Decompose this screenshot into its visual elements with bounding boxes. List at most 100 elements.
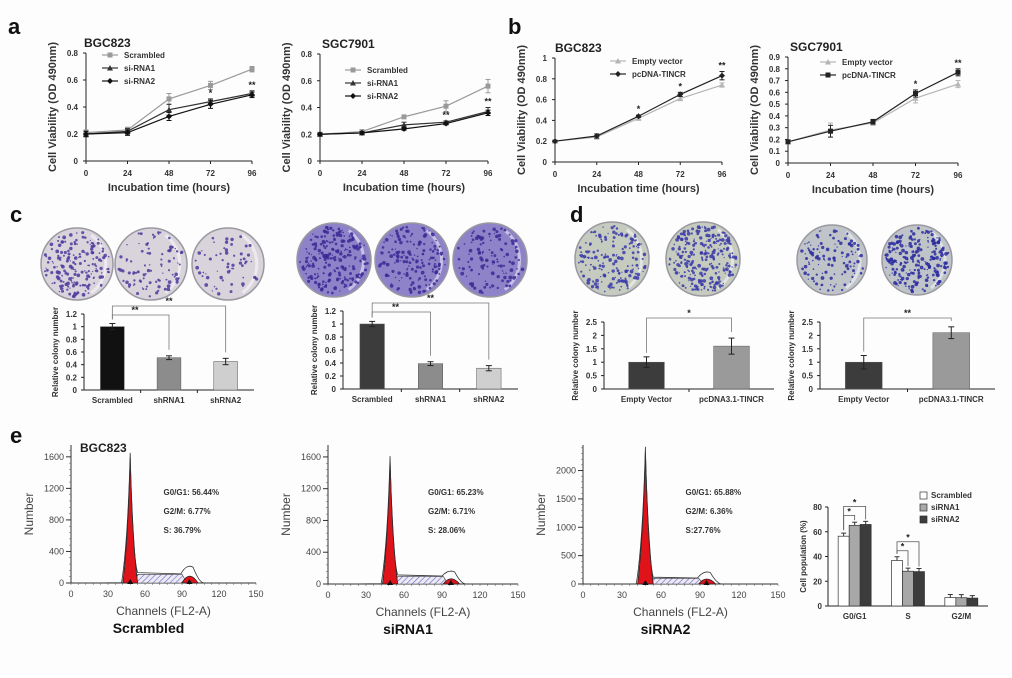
colony-dot — [50, 271, 54, 275]
colony-dot — [597, 283, 599, 285]
colony-dot — [679, 255, 683, 260]
flow-histogram-e1: BGC823 0 400 800 1200 1600 0 30 60 90 120 150 Channe… — [22, 441, 264, 636]
x-tick-label: 150 — [510, 590, 525, 600]
colony-dot — [602, 226, 604, 228]
colony-dot — [435, 265, 438, 268]
phase-percentage: G2/M: 6.77% — [164, 507, 211, 516]
colony-dot — [51, 282, 54, 285]
colony-dot — [438, 273, 441, 275]
colony-dot — [918, 243, 921, 246]
colony-dot — [312, 233, 314, 235]
colony-plate-image — [796, 224, 868, 296]
colony-dot — [173, 275, 176, 278]
colony-dot — [397, 237, 402, 241]
colony-dot — [891, 272, 893, 274]
colony-dot — [217, 292, 221, 296]
colony-dot — [389, 234, 391, 236]
colony-dot — [721, 253, 724, 256]
plate-rim-highlight — [241, 234, 259, 294]
colony-dot — [317, 248, 322, 253]
colony-dot — [139, 232, 143, 236]
colony-dot — [457, 246, 460, 250]
colony-dot — [165, 278, 168, 281]
y-tick-label: 0.7 — [769, 77, 781, 86]
colony-dot — [168, 236, 171, 240]
colony-dot — [580, 270, 583, 273]
colony-dot — [327, 263, 331, 267]
colony-dot — [400, 260, 402, 262]
colony-dot — [601, 241, 603, 243]
significance-label: * — [687, 308, 691, 318]
colony-dot — [355, 275, 360, 279]
colony-dot — [617, 279, 621, 283]
y-tick-label: 0.6 — [66, 348, 78, 357]
y-tick-label: 0.6 — [325, 346, 337, 355]
phase-percentage: S: 36.79% — [164, 526, 201, 535]
colony-dot — [401, 250, 405, 255]
colony-dot — [301, 267, 306, 271]
legend-label: Scrambled — [124, 51, 165, 60]
colony-dot — [327, 278, 332, 282]
colony-dot — [848, 260, 852, 264]
y-tick-label: 0.5 — [769, 100, 781, 109]
colony-dot — [692, 253, 696, 256]
colony-dot — [853, 265, 855, 267]
y-tick-label: 0.4 — [769, 112, 781, 121]
colony-dot — [406, 267, 409, 270]
histogram-envelope — [602, 446, 752, 585]
colony-dot — [337, 257, 340, 259]
colony-dot — [177, 262, 179, 264]
data-point — [677, 91, 684, 98]
colony-dot — [710, 226, 715, 230]
x-tick-label: 0 — [786, 171, 791, 180]
colony-dot — [408, 276, 412, 280]
colony-dot — [892, 242, 896, 246]
colony-dot — [578, 246, 582, 250]
colony-dot — [219, 275, 223, 280]
colony-dot — [835, 283, 837, 285]
colony-dot — [684, 250, 688, 254]
colony-dot — [431, 250, 435, 253]
colony-dot — [241, 264, 244, 268]
y-tick-label: 1 — [73, 323, 78, 332]
data-point — [485, 109, 491, 116]
colony-dot — [307, 276, 310, 279]
colony-dot — [81, 249, 85, 253]
phase-percentage: G2/M: 6.36% — [686, 507, 733, 516]
colony-dot — [728, 254, 731, 258]
colony-dot — [516, 267, 518, 270]
colony-dot — [203, 253, 206, 257]
colony-dot — [690, 253, 693, 256]
colony-dot — [331, 247, 334, 251]
colony-dot — [701, 257, 704, 260]
bar-shrna2 — [213, 361, 238, 391]
colony-dot — [621, 271, 623, 273]
colony-dot — [482, 229, 486, 233]
colony-dot — [360, 276, 363, 278]
colony-dot — [434, 270, 439, 274]
significance-label: * — [637, 104, 641, 114]
colony-dot — [349, 254, 352, 257]
colony-dot — [628, 247, 631, 249]
colony-dot — [406, 240, 409, 243]
colony-dot — [924, 278, 929, 282]
colony-dot — [167, 259, 171, 263]
colony-dot — [897, 279, 899, 281]
colony-dot — [938, 280, 942, 283]
colony-dot — [468, 248, 473, 253]
colony-dot — [851, 253, 854, 256]
colony-dot — [914, 282, 918, 287]
colony-dot — [886, 258, 890, 263]
colony-dot — [947, 251, 950, 255]
colony-dot — [422, 264, 426, 268]
colony-dot — [467, 260, 470, 263]
colony-dot — [83, 270, 86, 272]
colony-dot — [927, 239, 929, 242]
colony-dot — [332, 229, 335, 232]
colony-dot — [91, 263, 94, 266]
colony-dot — [723, 256, 725, 259]
colony-dot — [901, 278, 904, 282]
colony-dot — [821, 245, 825, 250]
colony-dot — [717, 233, 721, 237]
colony-dot — [837, 239, 840, 243]
